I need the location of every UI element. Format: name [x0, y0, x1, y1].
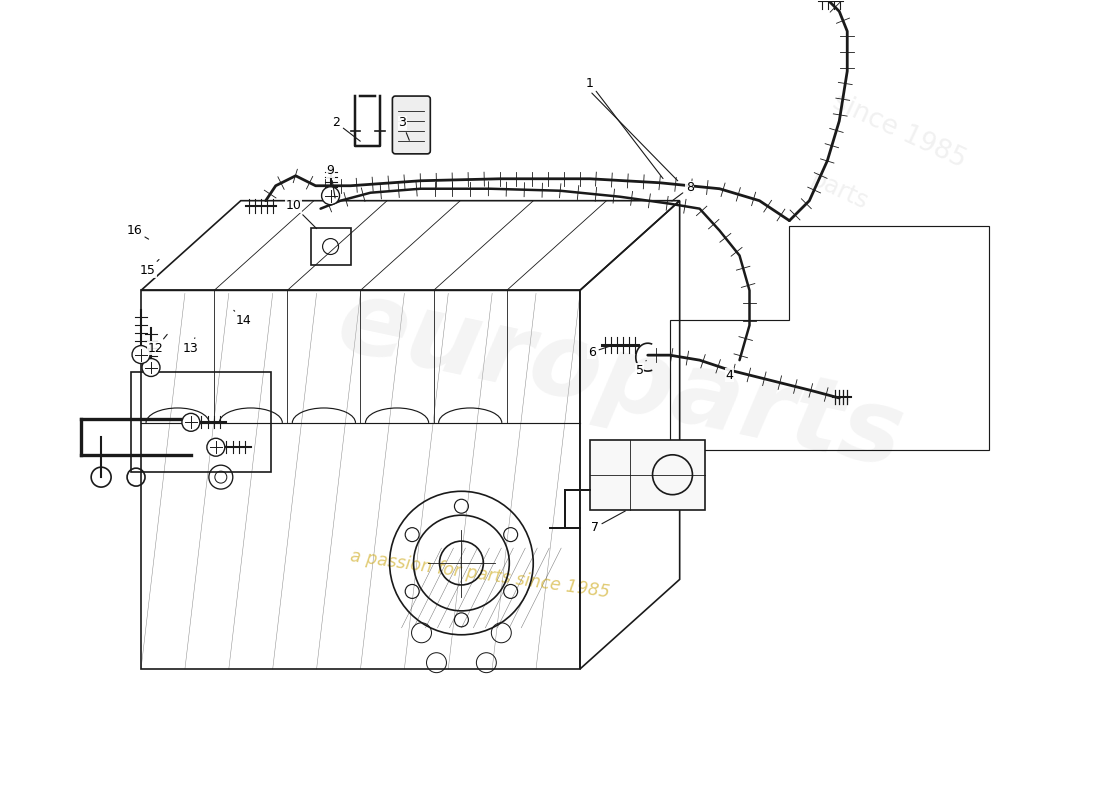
Text: 8: 8	[672, 182, 694, 201]
Text: 10: 10	[286, 199, 317, 229]
Text: 1: 1	[586, 77, 663, 178]
Polygon shape	[590, 440, 705, 510]
Text: 5: 5	[636, 361, 646, 377]
Text: 13: 13	[183, 338, 199, 354]
Text: parts: parts	[806, 167, 872, 214]
Circle shape	[182, 414, 200, 431]
Circle shape	[142, 358, 160, 377]
Text: 14: 14	[234, 310, 252, 326]
Circle shape	[321, 186, 340, 205]
Text: 15: 15	[140, 259, 159, 277]
Text: since 1985: since 1985	[828, 89, 970, 173]
Circle shape	[207, 438, 224, 456]
Text: 9: 9	[327, 164, 336, 198]
Circle shape	[132, 346, 150, 363]
Text: europarts: europarts	[328, 271, 912, 490]
FancyBboxPatch shape	[393, 96, 430, 154]
Text: 6: 6	[588, 346, 610, 358]
Text: 12: 12	[148, 334, 167, 354]
Text: 7: 7	[591, 511, 626, 534]
Text: 3: 3	[398, 117, 409, 140]
Text: 4: 4	[726, 369, 734, 382]
Text: 16: 16	[126, 224, 148, 239]
Text: a passion for parts since 1985: a passion for parts since 1985	[350, 547, 612, 602]
Text: 2: 2	[332, 117, 361, 142]
